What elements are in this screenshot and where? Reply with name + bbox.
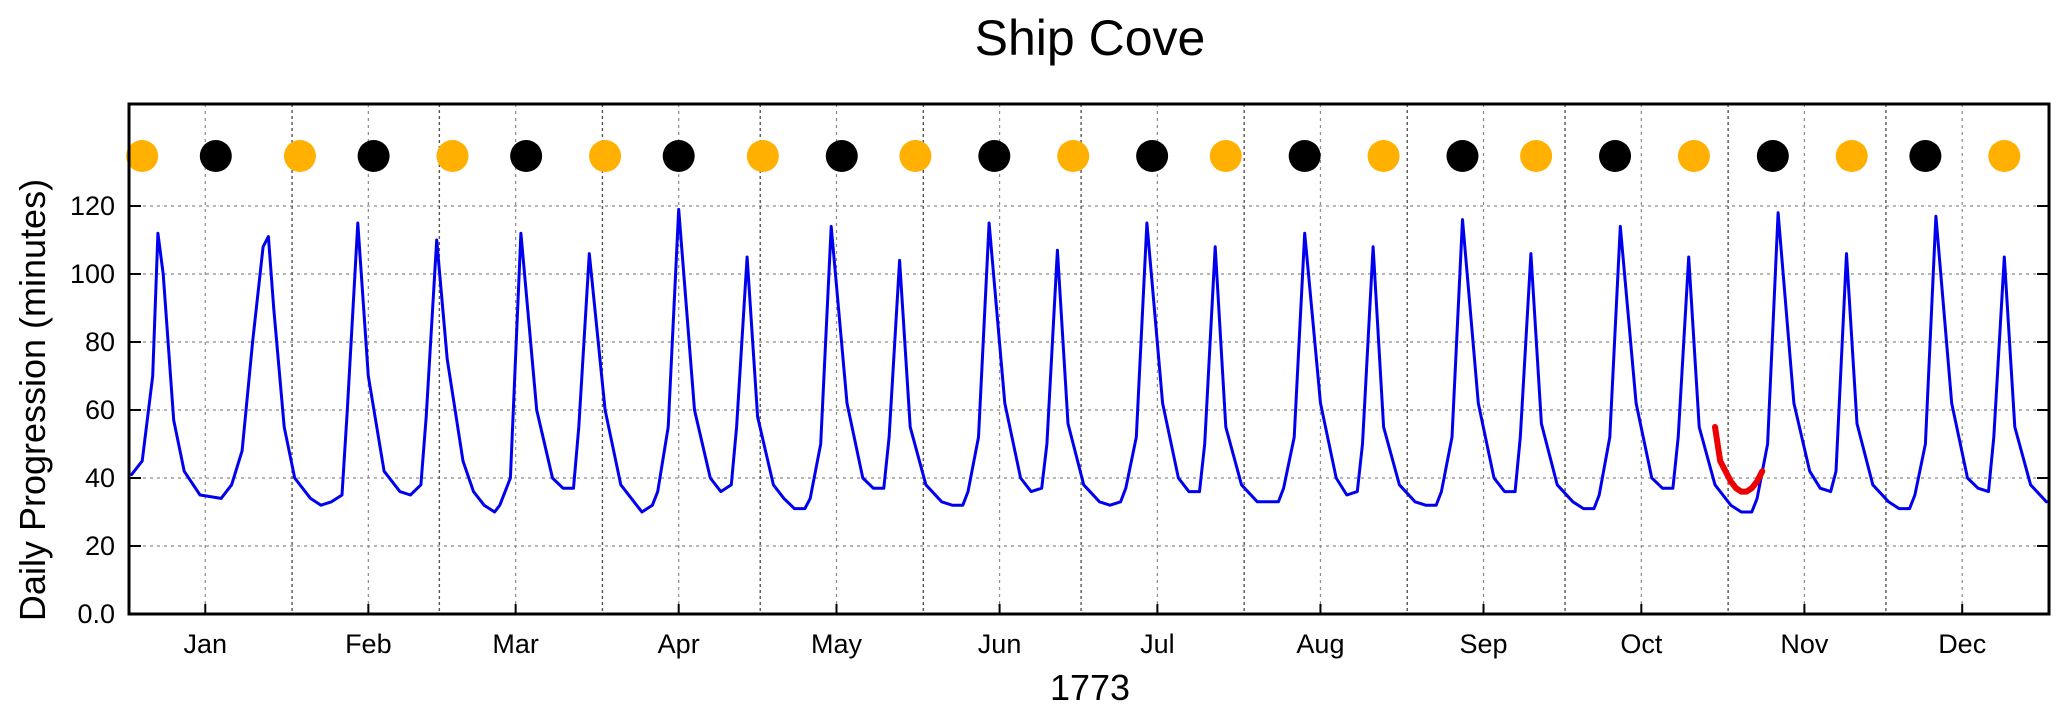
x-axis-ticks: Jan Feb Mar Apr May Jun Jul Aug Sep Oct Nov Dec [184, 604, 1986, 659]
x-tick-label: May [811, 629, 863, 659]
y-tick-label: 60 [85, 395, 115, 425]
y-tick-label: 120 [70, 191, 115, 221]
x-tick-label: Mar [492, 629, 539, 659]
full-moon-marker [126, 140, 159, 172]
full-moon-marker [1367, 140, 1400, 172]
x-tick-label: Jan [184, 629, 228, 659]
new-moon-marker [978, 140, 1011, 172]
full-moon-marker [1835, 140, 1868, 172]
full-moon-marker [283, 140, 316, 172]
x-tick-label: Jun [978, 629, 1022, 659]
new-moon-marker [510, 140, 543, 172]
highlight-segment-line [1712, 424, 1766, 495]
plot-frame [127, 102, 2051, 616]
full-moon-marker [1057, 140, 1090, 172]
new-moon-marker [1288, 140, 1321, 172]
x-tick-label: Oct [1620, 629, 1663, 659]
daily-progression-line [130, 207, 2048, 514]
new-moon-marker [825, 140, 858, 172]
full-moon-marker [1520, 140, 1553, 172]
new-moon-marker [662, 140, 695, 172]
new-moon-marker [1599, 140, 1632, 172]
y-tick-label: 40 [85, 463, 115, 493]
full-moon-marker [1677, 140, 1710, 172]
new-moon-marker [1756, 140, 1789, 172]
x-axis-label: 1773 [1050, 667, 1130, 708]
full-moon-marker [899, 140, 932, 172]
new-moon-marker [1136, 140, 1169, 172]
x-tick-label: Feb [345, 629, 392, 659]
x-tick-label: Aug [1296, 629, 1344, 659]
new-moon-marker [1909, 140, 1942, 172]
new-moon-marker [357, 140, 390, 172]
new-moon-marker [1446, 140, 1479, 172]
x-tick-label: Nov [1780, 629, 1829, 659]
full-moon-marker [1209, 140, 1242, 172]
new-moon-marker [199, 140, 232, 172]
full-moon-marker [589, 140, 622, 172]
y-tick-label: 100 [70, 259, 115, 289]
y-axis-label: Daily Progression (minutes) [12, 179, 53, 621]
y-tick-label: 20 [85, 531, 115, 561]
y-tick-label: 80 [85, 327, 115, 357]
full-moon-marker [746, 140, 779, 172]
x-tick-label: Apr [658, 629, 700, 659]
moon-phase-markers [126, 140, 2021, 172]
series-lines [130, 207, 2048, 514]
x-tick-label: Sep [1459, 629, 1507, 659]
chart-title: Ship Cove [975, 10, 1206, 66]
full-moon-marker [436, 140, 469, 172]
y-axis-ticks: 0.0 20 40 60 80 100 120 [70, 191, 2049, 629]
grid-lines [129, 104, 2049, 614]
full-moon-marker [1988, 140, 2021, 172]
y-tick-label: 0.0 [77, 599, 115, 629]
x-tick-label: Jul [1140, 629, 1175, 659]
x-tick-label: Dec [1938, 629, 1986, 659]
